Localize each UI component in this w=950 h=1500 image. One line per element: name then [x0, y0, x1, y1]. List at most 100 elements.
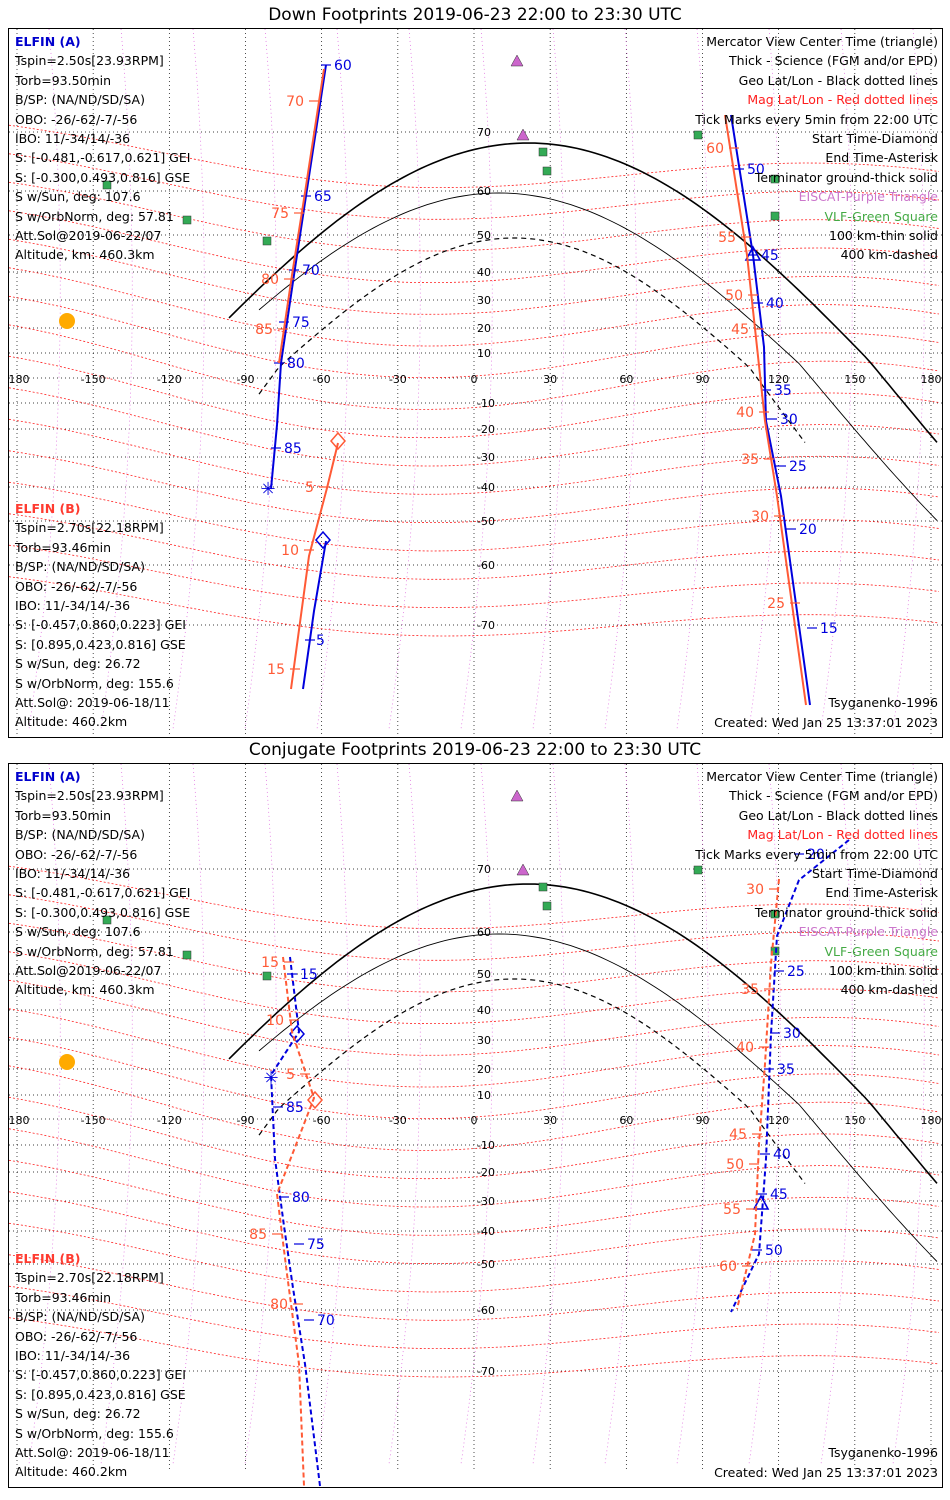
- elfin-a-tick-label: 25: [787, 964, 805, 980]
- elfin-b-tick-label: 40: [736, 1040, 754, 1056]
- view-center-triangle: [744, 245, 762, 261]
- elfin-a-info: ELFIN (A) Tspin=2.50s[23.93RPM] Torb=93.5…: [15, 32, 190, 265]
- elfin-a-track-west: [270, 64, 327, 490]
- elfin-b-track-west: [275, 956, 316, 1487]
- info-line: S w/OrbNorm, deg: 155.6: [15, 675, 174, 691]
- mag-lat-line: [9, 1191, 940, 1264]
- elfin-a-lines: Tspin=2.50s[23.93RPM] Torb=93.50min B/SP: …: [15, 51, 190, 264]
- mag-lat-line: [9, 951, 940, 1024]
- mag-lat-line: [9, 513, 940, 580]
- mag-lat-line: [9, 153, 940, 220]
- mag-lat-line: [9, 450, 940, 523]
- elfin-a-track-east: [730, 839, 850, 1313]
- eiscat-triangle: [510, 789, 524, 802]
- vlf-square: [542, 166, 552, 176]
- info-line: OBO: -26/-62/-7/-56: [15, 1328, 138, 1344]
- mag-lat-line: [9, 1008, 940, 1088]
- lat-tick-label: -30: [477, 1195, 495, 1208]
- legend-entry: Terminator ground-thick solid: [754, 169, 938, 185]
- vlf-square: [770, 174, 780, 184]
- info-line: S: [0.895,0.423,0.816] GSE: [15, 1386, 186, 1402]
- info-line: IBO: 11/-34/14/-36: [15, 1348, 131, 1364]
- elfin-b-tick-label: 75: [271, 206, 289, 222]
- start-diamond: [315, 530, 331, 550]
- lon-tick-label: 60: [619, 373, 633, 386]
- mag-lat-line: [9, 1096, 940, 1180]
- lon-tick-label: -120: [157, 1114, 182, 1127]
- info-line: B/SP: (NA/ND/SD/SA): [15, 827, 145, 843]
- conjugate-footprints-map: 70605040302010-10-20-30-40-50-60-70-180-…: [8, 763, 943, 1488]
- elfin-a-tick-label: 35: [777, 1062, 795, 1078]
- legend-entry: Start Time-Diamond: [811, 131, 938, 147]
- elfin-b-tick-label: 85: [249, 1227, 267, 1243]
- vlf-square: [182, 950, 192, 960]
- mag-lat-line: [9, 124, 940, 188]
- info-line: S w/OrbNorm, deg: 57.81: [15, 943, 174, 959]
- lon-tick-label: -180: [9, 1114, 29, 1127]
- lat-tick-label: 70: [477, 126, 491, 139]
- legend-entry: Geo Lat/Lon - Black dotted lines: [738, 72, 938, 88]
- vlf-square: [182, 215, 192, 225]
- elfin-b-track-sw: [290, 442, 339, 690]
- elfin-a-tick-label: 40: [773, 1147, 791, 1163]
- lon-tick-label: -60: [313, 373, 331, 386]
- lat-tick-label: 70: [477, 863, 491, 876]
- elfin-b-tick-label: 5: [305, 480, 314, 496]
- vlf-square: [102, 915, 112, 925]
- model-label: Tsyganenko-1996: [828, 695, 938, 710]
- elfin-a-header: ELFIN (A): [15, 34, 81, 49]
- elfin-b-tick-label: 85: [255, 322, 273, 338]
- info-line: Altitude: 460.2km: [15, 1464, 128, 1480]
- elfin-a-tick-label: 20: [807, 847, 825, 863]
- mag-lat-line: [9, 1317, 940, 1378]
- vlf-square: [262, 971, 272, 981]
- legend-entry: Thick - Science (FGM and/or EPD): [729, 788, 938, 804]
- elfin-a-tick-label: 85: [286, 1100, 304, 1116]
- info-line: B/SP: (NA/ND/SD/SA): [15, 92, 145, 108]
- mag-lat-line: [9, 1128, 940, 1208]
- info-line: Altitude: 460.2km: [15, 714, 128, 730]
- map-canvas: 70605040302010-10-20-30-40-50-60-70-180-…: [9, 764, 942, 1487]
- elfin-a-tick-label: 50: [747, 162, 765, 178]
- lat-tick-label: 10: [477, 347, 491, 360]
- info-line: S w/OrbNorm, deg: 155.6: [15, 1425, 174, 1441]
- map-canvas: 70605040302010-10-20-30-40-50-60-70-180-…: [9, 29, 942, 737]
- info-line: Att.Sol@2019-06-22/07: [15, 963, 162, 979]
- info-line: Altitude, km: 460.3km: [15, 247, 155, 263]
- sun-icon: [59, 313, 75, 329]
- info-line: Torb=93.50min: [15, 807, 112, 823]
- mag-lat-line: [9, 1036, 940, 1120]
- info-line: Att.Sol@: 2019-06-18/11: [15, 1445, 170, 1461]
- lat-tick-label: -70: [477, 1365, 495, 1378]
- lon-tick-label: 0: [471, 1114, 478, 1127]
- lat-tick-label: -10: [477, 397, 495, 410]
- info-line: Tspin=2.70s[22.18RPM]: [15, 520, 164, 536]
- mag-lon-line: [100, 764, 133, 1465]
- lat-tick-label: 50: [477, 968, 491, 981]
- vlf-square: [262, 236, 272, 246]
- info-line: Torb=93.46min: [15, 1289, 112, 1305]
- info-line: Att.Sol@2019-06-22/07: [15, 228, 162, 244]
- start-diamond: [330, 431, 346, 451]
- elfin-a-track-sw: [302, 540, 327, 690]
- lat-tick-label: 20: [477, 322, 491, 335]
- lon-tick-label: 180: [921, 373, 942, 386]
- lon-tick-label: -30: [389, 373, 407, 386]
- mag-lat-line: [9, 1065, 940, 1151]
- lon-tick-label: 30: [543, 373, 557, 386]
- info-line: S w/Sun, deg: 107.6: [15, 189, 141, 205]
- elfin-b-tick-label: 15: [261, 955, 279, 971]
- legend-entry: 400 km-dashed: [840, 247, 938, 263]
- info-line: S: [-0.481,-0.617,0.621] GEI: [15, 150, 191, 166]
- lon-tick-label: 0: [471, 373, 478, 386]
- mag-lat-line: [9, 1285, 940, 1349]
- legend-entry: End Time-Asterisk: [825, 885, 938, 901]
- lon-tick-label: -30: [389, 1114, 407, 1127]
- lon-tick-label: 90: [696, 373, 710, 386]
- elfin-a-track-east: [730, 114, 811, 706]
- elfin-b-tick-label: 45: [731, 322, 749, 338]
- lat-tick-label: -40: [477, 1225, 495, 1238]
- legend-entry: EISCAT-Purple Triangle: [798, 924, 938, 940]
- elfin-b-tick-label: 30: [751, 509, 769, 525]
- elfin-b-info: ELFIN (B) Tspin=2.70s[22.18RPM] Torb=93.4…: [15, 499, 186, 732]
